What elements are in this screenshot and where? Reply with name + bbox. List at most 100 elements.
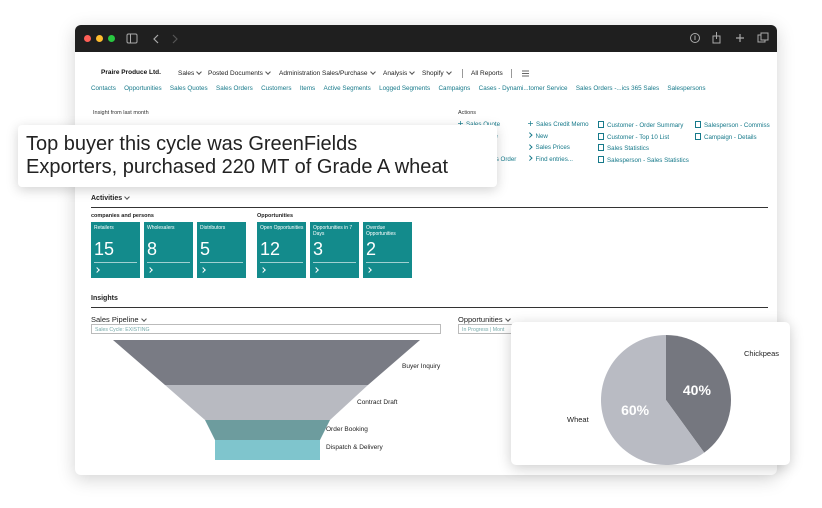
action-text: Salesperson - Sales Statistics bbox=[607, 156, 689, 164]
nav-link[interactable]: Opportunities bbox=[124, 85, 162, 92]
pie-value-label: 40% bbox=[683, 382, 712, 398]
action-link[interactable]: Campaign - Details bbox=[695, 132, 757, 141]
funnel-label: Buyer Inquiry bbox=[402, 363, 441, 370]
activity-tile[interactable]: Open Opportunities 12 bbox=[257, 222, 306, 278]
menu-item[interactable]: Posted Documents bbox=[208, 70, 270, 77]
funnel-stage bbox=[165, 385, 368, 420]
callout: Top buyer this cycle was GreenFields Exp… bbox=[18, 125, 497, 187]
action-link[interactable]: Find entries... bbox=[527, 155, 574, 163]
tile-label: Distributors bbox=[200, 225, 226, 231]
more-menu-icon[interactable] bbox=[522, 70, 530, 77]
opportunities-chart-title[interactable]: Opportunities bbox=[458, 315, 510, 324]
action-link[interactable]: Salesperson - Sales Statistics bbox=[598, 155, 689, 164]
nav-link[interactable]: Sales Quotes bbox=[169, 85, 208, 92]
action-icon bbox=[458, 121, 463, 126]
tile-rule bbox=[366, 262, 409, 263]
action-link[interactable]: Customer - Order Summary bbox=[598, 121, 683, 129]
action-link[interactable]: New bbox=[527, 132, 548, 140]
action-link[interactable]: Customer - Top 10 List bbox=[598, 132, 670, 141]
nav-link[interactable]: Logged Segments bbox=[379, 85, 431, 92]
activities-title[interactable]: Activities bbox=[91, 195, 129, 202]
minimize-button[interactable] bbox=[96, 35, 103, 42]
tile-value: 12 bbox=[260, 239, 281, 259]
funnel-label: Contract Draft bbox=[357, 399, 398, 406]
action-link[interactable]: Sales Quote bbox=[458, 121, 500, 128]
pie-slice bbox=[601, 335, 705, 465]
group-title: Opportunities bbox=[257, 213, 294, 219]
nav-link[interactable]: Sales Orders -...ics 365 Sales bbox=[575, 85, 660, 92]
company-name[interactable]: Praire Produce Ltd. bbox=[101, 69, 161, 76]
sidebar-icon[interactable] bbox=[126, 33, 138, 44]
action-link[interactable]: Sales Prices bbox=[527, 143, 570, 151]
action-icon bbox=[527, 155, 533, 161]
tile-label: Overdue Opportunities bbox=[366, 225, 396, 237]
separator bbox=[462, 69, 463, 78]
action-icon bbox=[598, 132, 604, 140]
funnel-label: Order Booking bbox=[326, 426, 368, 433]
pie-value-label: 60% bbox=[621, 402, 650, 418]
tile-rule bbox=[200, 262, 243, 263]
pipeline-filter[interactable]: Sales Cycle: EXISTING bbox=[91, 324, 441, 334]
menu-item[interactable]: Analysis bbox=[383, 70, 414, 77]
tile-value: 5 bbox=[200, 239, 211, 259]
nav-link[interactable]: Cases - Dynami...tomer Service bbox=[478, 85, 568, 92]
group-title: companies and persons bbox=[91, 213, 154, 219]
nav-link[interactable]: Salespersons bbox=[667, 85, 706, 92]
callout-line: Exporters, purchased 220 MT of Grade A w… bbox=[26, 156, 449, 178]
zoom-button[interactable] bbox=[108, 35, 115, 42]
back-icon[interactable] bbox=[153, 34, 159, 44]
nav-link[interactable]: Active Segments bbox=[323, 85, 371, 92]
all-reports[interactable]: All Reports bbox=[471, 70, 503, 77]
tile-value: 15 bbox=[94, 239, 115, 259]
funnel-stage bbox=[205, 420, 330, 440]
action-link[interactable]: Sales Credit Memo bbox=[528, 121, 589, 128]
tile-rule bbox=[94, 262, 137, 263]
action-link[interactable]: Salesperson - Commiss bbox=[695, 121, 770, 129]
action-text: Sales Prices bbox=[535, 144, 570, 151]
action-icon bbox=[527, 143, 533, 149]
toolbar-right-icons bbox=[690, 32, 769, 44]
nav-link[interactable]: Sales Orders bbox=[216, 85, 253, 92]
activity-tile[interactable]: Distributors 5 bbox=[197, 222, 246, 278]
action-link[interactable]: Sales Statistics bbox=[598, 144, 649, 152]
pie-slice bbox=[666, 335, 731, 453]
menu-item[interactable]: Sales bbox=[178, 70, 201, 77]
activities-title-text: Activities bbox=[91, 195, 123, 202]
activity-tile[interactable]: Retailers 15 bbox=[91, 222, 140, 278]
action-text: Sales Statistics bbox=[607, 145, 649, 152]
action-text: Campaign - Details bbox=[704, 133, 757, 141]
insights-title: Insights bbox=[91, 295, 118, 302]
pie-category-label: Chickpeas bbox=[744, 349, 779, 358]
menu-item[interactable]: Shopify bbox=[422, 70, 451, 77]
activity-tile[interactable]: Opportunities in 7 Days 3 bbox=[310, 222, 359, 278]
menu-item[interactable]: Administration Sales/Purchase bbox=[279, 70, 375, 77]
nav-link[interactable]: Items bbox=[299, 85, 316, 92]
download-icon[interactable] bbox=[690, 33, 700, 43]
pipeline-title[interactable]: Sales Pipeline bbox=[91, 315, 146, 324]
activity-tile[interactable]: Wholesalers 8 bbox=[144, 222, 193, 278]
action-text: Sales Quote bbox=[466, 121, 500, 128]
action-icon bbox=[598, 144, 604, 151]
title-bar bbox=[75, 25, 777, 52]
action-text: Customer - Order Summary bbox=[607, 122, 684, 129]
nav-link[interactable]: Campaigns bbox=[438, 85, 471, 92]
tile-label: Open Opportunities bbox=[260, 225, 304, 231]
action-icon bbox=[598, 155, 604, 163]
tile-label: Opportunities in 7 Days bbox=[313, 225, 353, 237]
tile-value: 2 bbox=[366, 239, 377, 259]
tile-value: 8 bbox=[147, 239, 158, 259]
activity-tile[interactable]: Overdue Opportunities 2 bbox=[363, 222, 412, 278]
nav-link[interactable]: Contacts bbox=[91, 85, 116, 92]
nav-link[interactable]: Customers bbox=[261, 85, 292, 92]
action-text: Customer - Top 10 List bbox=[607, 133, 670, 141]
close-button[interactable] bbox=[84, 35, 91, 42]
tile-rule bbox=[313, 262, 356, 263]
action-icon bbox=[528, 121, 533, 126]
tile-value: 3 bbox=[313, 239, 324, 259]
section-rule bbox=[91, 207, 768, 208]
forward-icon[interactable] bbox=[172, 34, 178, 44]
pie-category-label: Wheat bbox=[567, 415, 590, 424]
action-text: Find entries... bbox=[535, 155, 574, 163]
funnel-stage bbox=[113, 340, 420, 385]
